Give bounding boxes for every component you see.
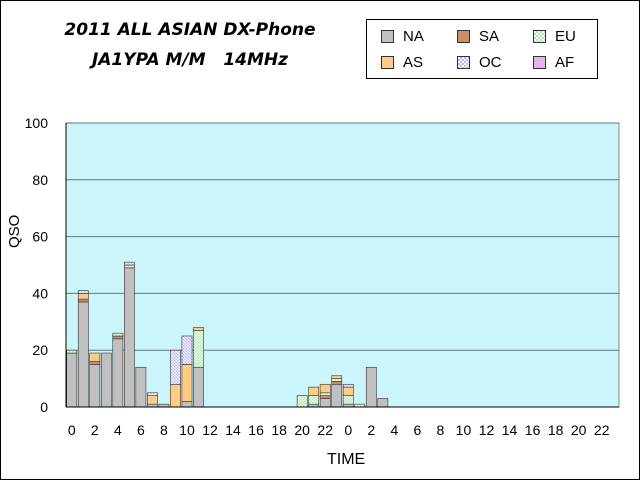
bar-segment-sa — [77, 298, 89, 303]
legend-item-oc: OC — [457, 52, 502, 72]
x-tick-label: 6 — [413, 422, 421, 438]
y-tick-label: 80 — [32, 172, 48, 188]
x-tick-label: 2 — [91, 422, 99, 438]
x-tick-label: 22 — [594, 422, 610, 438]
x-tick-label: 2 — [367, 422, 375, 438]
legend-swatch-eu — [533, 29, 546, 43]
chart-legend: NA SA EU AS OC AF — [366, 19, 598, 79]
x-tick-label: 22 — [317, 422, 333, 438]
bar-segment-eu — [296, 395, 308, 408]
y-tick-label: 40 — [32, 285, 48, 301]
legend-label-oc: OC — [479, 53, 502, 71]
bar-segment-na — [100, 352, 112, 408]
x-tick-label: 12 — [479, 422, 495, 438]
x-tick-label: 20 — [571, 422, 587, 438]
x-tick-label: 10 — [456, 422, 472, 438]
bar-segment-as — [89, 352, 101, 362]
bar-segment-oc — [124, 261, 135, 266]
x-tick-label: 4 — [114, 422, 122, 438]
bar-segment-na — [193, 366, 204, 408]
x-tick-label: 14 — [225, 422, 241, 438]
bar-segment-oc — [170, 349, 181, 385]
bar-segment-eu — [193, 330, 204, 368]
legend-item-eu: EU — [533, 26, 576, 46]
x-tick-label: 0 — [68, 422, 76, 438]
y-tick-label: 20 — [32, 342, 48, 358]
bar-segment-na — [66, 352, 78, 408]
legend-item-as: AS — [381, 52, 423, 72]
bar-segment-as — [319, 383, 331, 394]
bar-segment-na — [365, 366, 377, 408]
legend-label-sa: SA — [479, 27, 500, 45]
x-tick-label: 8 — [437, 422, 445, 438]
x-tick-label: 14 — [502, 422, 518, 438]
bar-segment-oc — [342, 383, 354, 388]
y-tick-label: 0 — [40, 399, 48, 415]
bar-segment-sa — [89, 361, 101, 365]
bar-segment-as — [331, 375, 343, 379]
bar-segment-as — [308, 386, 320, 396]
legend-label-na: NA — [403, 27, 424, 45]
x-tick-label: 6 — [137, 422, 145, 438]
x-tick-label: 18 — [271, 422, 287, 438]
x-axis-label: TIME — [327, 451, 366, 468]
x-tick-label: 12 — [202, 422, 218, 438]
x-tick-label: 4 — [390, 422, 398, 438]
bar-segment-as — [147, 395, 158, 405]
bar-segment-na — [77, 301, 89, 408]
x-tick-label: 8 — [160, 422, 168, 438]
bar-segment-as — [77, 293, 89, 300]
legend-label-as: AS — [403, 53, 424, 71]
x-tick-label: 18 — [548, 422, 564, 438]
x-tick-label: 16 — [248, 422, 264, 438]
x-tick-label: 0 — [344, 422, 352, 438]
x-tick-label: 16 — [525, 422, 541, 438]
chart-subtitle: JA1YPA M/M 14MHz — [91, 50, 289, 70]
bar-segment-oc — [181, 335, 193, 365]
bar-segment-eu — [319, 392, 331, 396]
bar-segment-oc — [77, 290, 89, 294]
bar-segment-as — [170, 383, 181, 408]
bar-segment-oc — [147, 392, 158, 396]
bar-segment-eu — [66, 349, 78, 354]
x-tick-label: 20 — [294, 422, 310, 438]
legend-swatch-af — [533, 55, 546, 69]
x-tick-label: 10 — [179, 422, 195, 438]
legend-swatch-na — [381, 29, 394, 43]
legend-item-na: NA — [381, 26, 424, 46]
bar-segment-na — [89, 364, 101, 408]
bar-segment-na — [377, 398, 389, 408]
y-axis-label: QSO — [6, 214, 23, 248]
bar-segment-eu — [308, 395, 320, 405]
bar-segment-na — [112, 338, 124, 408]
legend-item-sa: SA — [457, 26, 499, 46]
legend-label-af: AF — [555, 53, 575, 71]
bar-segment-na — [124, 267, 135, 408]
legend-label-eu: EU — [555, 27, 576, 45]
bar-segment-na — [331, 383, 343, 408]
chart-title: 2011 ALL ASIAN DX-Phone — [64, 20, 316, 40]
bar-segment-sa — [331, 381, 343, 385]
bar-segment-eu — [112, 332, 124, 337]
bar-segment-eu — [342, 395, 354, 405]
y-tick-label: 100 — [25, 115, 49, 131]
bar-segment-as — [193, 327, 204, 331]
y-tick-label: 60 — [32, 229, 48, 245]
legend-item-af: AF — [533, 52, 574, 72]
bar-segment-eu — [331, 378, 343, 382]
plot-area — [65, 122, 620, 408]
bar-segment-as — [342, 386, 354, 396]
legend-swatch-as — [381, 55, 394, 69]
bar-segment-sa — [112, 335, 124, 340]
bar-segment-eu — [124, 264, 135, 269]
legend-swatch-sa — [457, 29, 470, 43]
bar-segment-sa — [319, 395, 331, 399]
legend-swatch-oc — [457, 55, 470, 69]
bar-segment-na — [181, 401, 193, 408]
bar-segment-na — [319, 398, 331, 408]
bar-segment-na — [135, 366, 147, 408]
bar-segment-as — [181, 364, 193, 402]
